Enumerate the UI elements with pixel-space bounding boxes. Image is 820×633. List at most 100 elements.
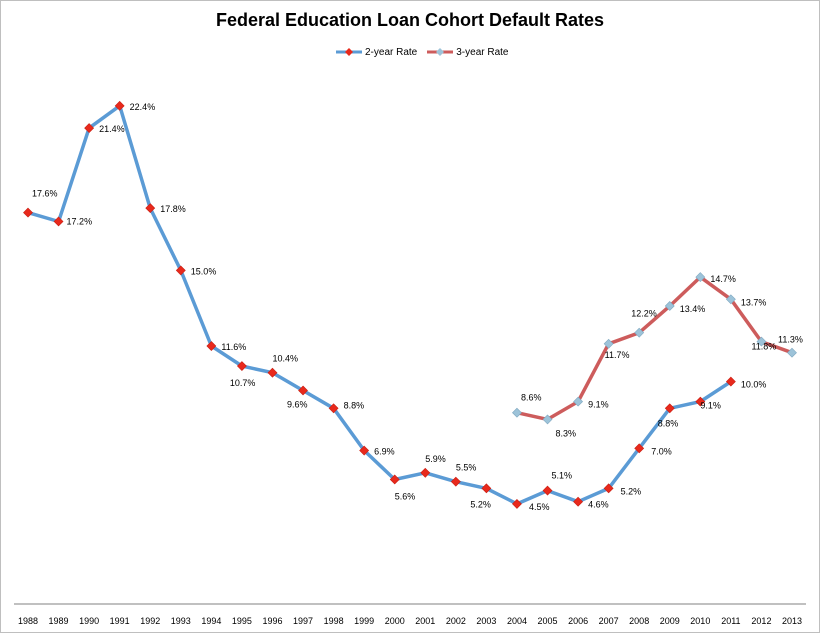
data-point-2-year-rate-2010 <box>695 396 706 407</box>
data-point-2-year-rate-2003 <box>481 483 492 494</box>
data-label-2-year-rate-1993: 15.0% <box>191 266 217 276</box>
data-point-3-year-rate-2011 <box>725 294 736 305</box>
data-point-2-year-rate-2004 <box>512 498 522 509</box>
data-label-2-year-rate-2003: 5.2% <box>470 499 491 509</box>
data-point-2-year-rate-2005 <box>542 485 553 496</box>
legend-label-3-year: 3-year Rate <box>456 46 509 58</box>
data-label-3-year-rate-2004: 8.6% <box>521 393 542 403</box>
data-label-2-year-rate-1992: 17.8% <box>160 204 186 214</box>
x-tick-label-1989: 1989 <box>49 616 69 626</box>
series-line-3-year-rate <box>516 275 793 422</box>
x-tick-label-1997: 1997 <box>293 616 313 626</box>
data-point-2-year-rate-1999 <box>359 445 370 456</box>
data-label-2-year-rate-2009: 8.8% <box>658 418 679 428</box>
x-tick-label-2007: 2007 <box>599 616 619 626</box>
data-label-2-year-rate-2005: 5.1% <box>552 471 573 481</box>
data-label-3-year-rate-2008: 12.2% <box>631 309 657 319</box>
x-tick-label-2009: 2009 <box>660 616 680 626</box>
x-tick-label-1991: 1991 <box>110 616 130 626</box>
x-tick-label-2012: 2012 <box>751 616 771 626</box>
x-tick-label-1992: 1992 <box>140 616 160 626</box>
chart-title: Federal Education Loan Cohort Default Ra… <box>215 10 605 30</box>
data-label-2-year-rate-1999: 6.9% <box>374 447 395 457</box>
data-point-2-year-rate-2009 <box>664 403 675 414</box>
x-tick-label-1996: 1996 <box>262 616 282 626</box>
x-tick-label-2002: 2002 <box>446 616 466 626</box>
data-label-2-year-rate-2001: 5.9% <box>425 454 446 464</box>
data-label-2-year-rate-1988: 17.6% <box>32 189 58 199</box>
data-point-2-year-rate-1998 <box>328 403 339 414</box>
data-label-3-year-rate-2006: 9.1% <box>588 400 609 410</box>
data-label-3-year-rate-2010: 14.7% <box>710 274 736 284</box>
data-point-2-year-rate-2007 <box>603 483 614 494</box>
x-tick-label-2000: 2000 <box>385 616 405 626</box>
data-point-2-year-rate-2000 <box>389 474 400 485</box>
x-tick-label-2010: 2010 <box>690 616 710 626</box>
data-label-3-year-rate-2009: 13.4% <box>680 304 706 314</box>
data-point-3-year-rate-2012 <box>756 336 767 347</box>
data-label-2-year-rate-1990: 21.4% <box>99 124 125 134</box>
data-point-3-year-rate-2008 <box>634 327 645 338</box>
data-label-3-year-rate-2013: 11.3% <box>778 335 803 345</box>
data-label-2-year-rate-1994: 11.6% <box>221 342 246 352</box>
x-tick-label-2001: 2001 <box>415 616 435 626</box>
data-label-2-year-rate-2000: 5.6% <box>395 491 416 501</box>
data-point-2-year-rate-1996 <box>267 367 278 378</box>
data-label-2-year-rate-1991: 22.4% <box>130 102 156 112</box>
x-tick-label-1999: 1999 <box>354 616 374 626</box>
data-label-3-year-rate-2011: 13.7% <box>741 297 767 307</box>
data-point-2-year-rate-1997 <box>298 385 308 396</box>
data-point-2-year-rate-1991 <box>114 100 125 111</box>
data-point-2-year-rate-1992 <box>145 203 156 214</box>
data-point-2-year-rate-2002 <box>450 476 461 487</box>
data-point-3-year-rate-2013 <box>787 347 797 358</box>
data-point-2-year-rate-1994 <box>206 341 217 351</box>
x-tick-label-1998: 1998 <box>324 616 344 626</box>
data-point-3-year-rate-2005 <box>542 414 553 425</box>
legend-item-2-year: 2-year Rate <box>336 47 417 58</box>
data-label-2-year-rate-1989: 17.2% <box>67 216 93 226</box>
x-tick-label-1988: 1988 <box>18 616 38 626</box>
legend-label-2-year: 2-year Rate <box>365 46 418 58</box>
legend-item-3-year: 3-year Rate <box>427 46 509 58</box>
x-tick-label-2008: 2008 <box>629 616 649 626</box>
x-tick-label-1994: 1994 <box>201 616 221 626</box>
data-label-2-year-rate-2002: 5.5% <box>456 463 477 473</box>
legend: 2-year Rate 3-year Rate <box>336 44 509 60</box>
data-label-2-year-rate-1998: 8.8% <box>344 400 365 410</box>
data-label-2-year-rate-2006: 4.6% <box>588 500 609 510</box>
data-label-2-year-rate-1996: 10.4% <box>272 354 298 364</box>
data-point-3-year-rate-2010 <box>695 272 706 282</box>
data-point-3-year-rate-2004 <box>512 407 522 418</box>
data-point-3-year-rate-2006 <box>573 396 584 407</box>
data-point-2-year-rate-2001 <box>420 467 431 478</box>
data-label-3-year-rate-2007: 11.7% <box>605 350 630 360</box>
x-tick-label-2013: 2013 <box>782 616 802 626</box>
x-tick-label-1995: 1995 <box>232 616 252 626</box>
data-point-3-year-rate-2007 <box>603 338 614 349</box>
data-label-2-year-rate-2010: 9.1% <box>700 401 721 411</box>
legend-swatch-3-year <box>427 48 454 56</box>
series-line-2-year-rate <box>27 104 732 506</box>
x-tick-label-1990: 1990 <box>79 616 99 626</box>
legend-swatch-2-year <box>336 48 362 56</box>
x-tick-label-2011: 2011 <box>721 616 740 626</box>
data-point-3-year-rate-2009 <box>664 301 675 311</box>
x-tick-label-1993: 1993 <box>171 616 191 626</box>
x-tick-label-2003: 2003 <box>476 616 496 626</box>
data-point-2-year-rate-1993 <box>175 265 186 276</box>
data-point-2-year-rate-2006 <box>573 496 584 507</box>
x-tick-label-2006: 2006 <box>568 616 588 626</box>
data-label-2-year-rate-1997: 9.6% <box>287 399 308 409</box>
data-label-2-year-rate-2007: 5.2% <box>621 486 642 496</box>
x-tick-label-2004: 2004 <box>507 616 527 626</box>
data-label-2-year-rate-1995: 10.7% <box>230 378 256 388</box>
data-point-2-year-rate-1995 <box>236 361 247 371</box>
data-point-2-year-rate-2008 <box>634 443 645 454</box>
data-point-2-year-rate-1990 <box>84 123 95 133</box>
data-label-3-year-rate-2005: 8.3% <box>556 428 577 438</box>
data-label-2-year-rate-2004: 4.5% <box>529 502 550 512</box>
data-label-3-year-rate-2012: 11.8% <box>751 342 776 352</box>
